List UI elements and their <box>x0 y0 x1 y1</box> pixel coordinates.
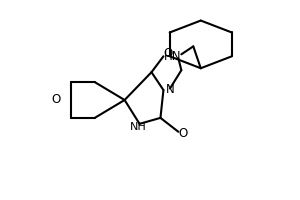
Text: O: O <box>51 93 61 106</box>
Text: O: O <box>178 127 188 140</box>
Text: O: O <box>163 47 172 60</box>
Text: HN: HN <box>164 50 181 63</box>
Text: N: N <box>166 83 174 96</box>
Text: NH: NH <box>130 122 146 132</box>
